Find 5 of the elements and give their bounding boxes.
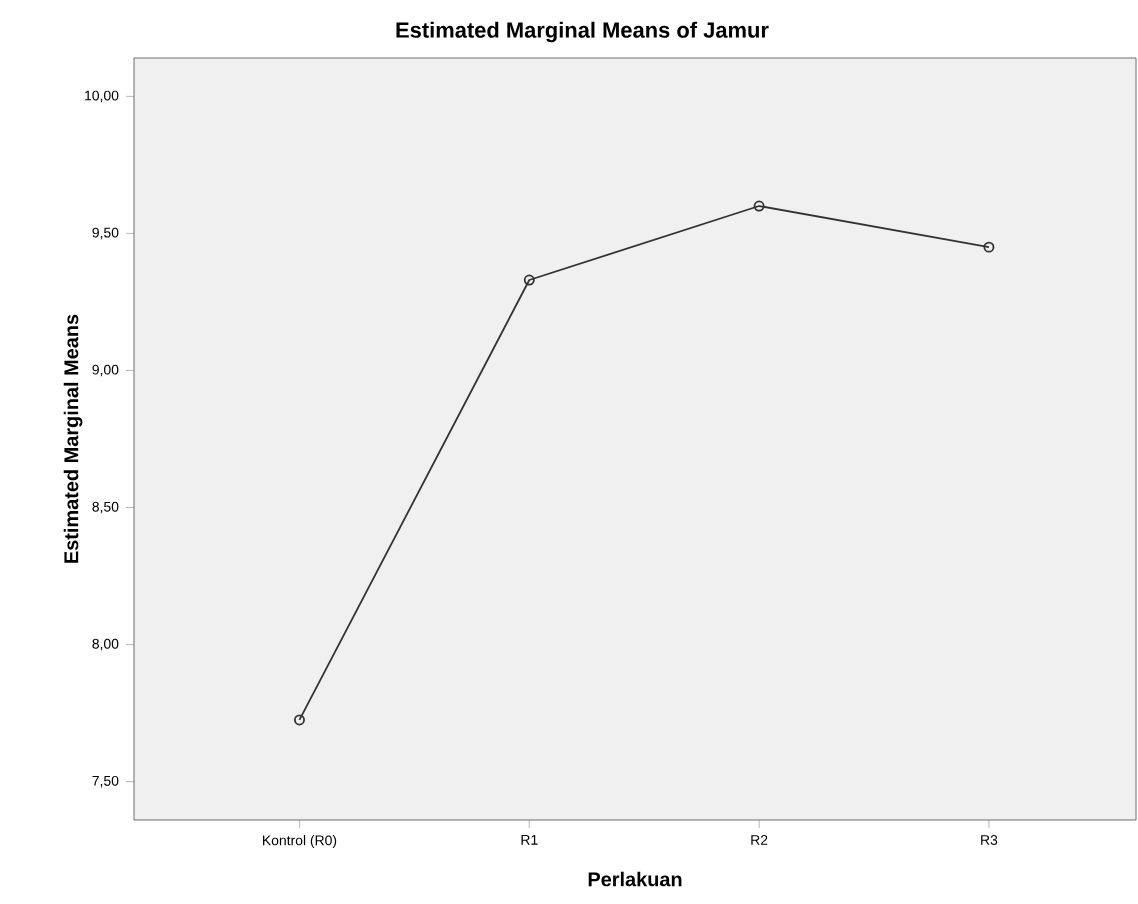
chart-title: Estimated Marginal Means of Jamur — [396, 21, 769, 43]
x-axis-title: Perlakuan — [588, 871, 682, 887]
y-axis-title: Estimated Marginal Means — [63, 314, 83, 563]
point — [753, 200, 765, 212]
point — [523, 274, 535, 286]
